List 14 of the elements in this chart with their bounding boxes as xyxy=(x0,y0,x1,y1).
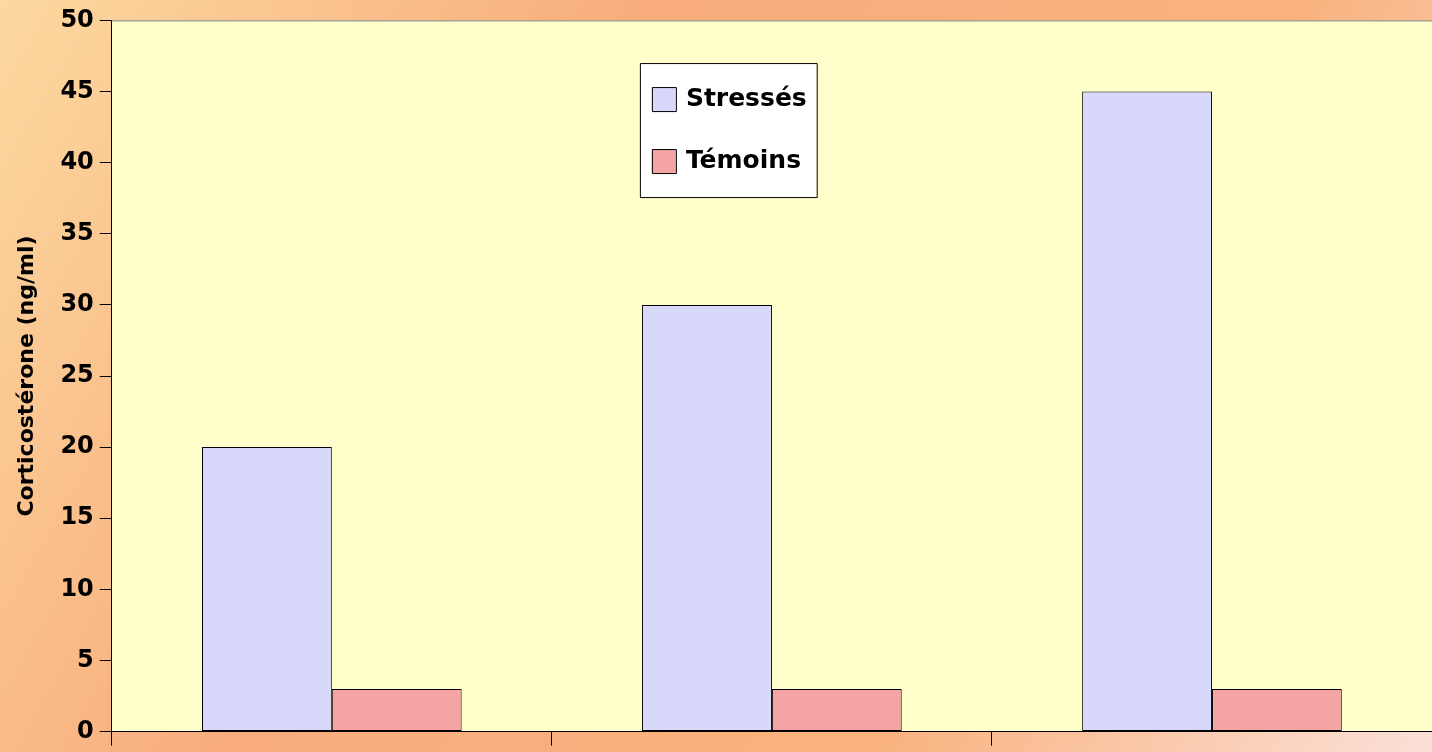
y-tick-label: 5 xyxy=(77,644,94,673)
y-tick-label: 25 xyxy=(60,360,94,389)
y-tick-label: 10 xyxy=(60,573,94,602)
y-tick-label: 30 xyxy=(60,289,94,318)
y-tick-label: 35 xyxy=(60,217,94,246)
legend-label: Témoins xyxy=(685,144,802,174)
y-axis-title: Corticostérone (ng/ml) xyxy=(12,235,38,517)
y-tick-label: 15 xyxy=(60,502,94,531)
y-tick-label: 20 xyxy=(60,431,94,460)
y-tick-label: 45 xyxy=(60,75,94,104)
legend-label: Stressés xyxy=(685,82,807,112)
y-tick-label: 0 xyxy=(77,715,94,744)
y-tick-label: 40 xyxy=(60,146,94,175)
y-tick-label: 50 xyxy=(60,4,94,33)
